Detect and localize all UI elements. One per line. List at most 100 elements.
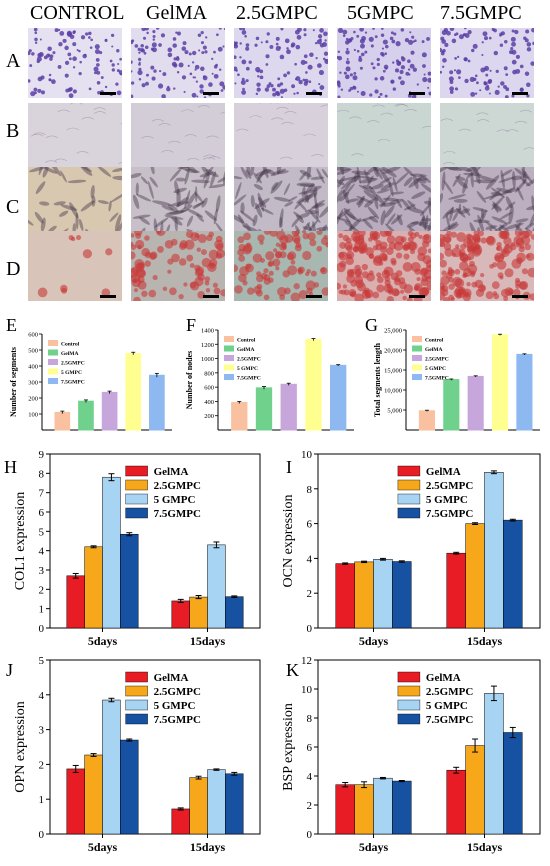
chart-bsp: 0 2 4 6 8 10 12 BSP expression 5days 15days GelMA 2… [282,655,541,854]
y-tick-label: 2 [307,800,313,812]
y-tick-label: 500 [28,348,38,355]
legend-swatch [125,493,148,505]
legend-label: 2.5GMPC [426,480,473,492]
y-tick-label: 9 [39,449,45,461]
legend-swatch [397,713,421,725]
y-tick-label: 400 [204,399,214,406]
legend-swatch [125,465,148,477]
bar [503,519,523,629]
legend-swatch [224,374,234,380]
legend-label: GelMA [154,672,189,684]
micrograph-b-3 [234,103,328,173]
bar [392,561,412,629]
bar [207,544,226,629]
legend-label: 7.5GMPC [426,508,473,520]
legend-swatch [224,345,234,352]
y-axis-label: BSP expression [282,703,296,791]
legend-label: 5 GMPC [426,494,468,506]
bar [225,596,244,629]
legend-swatch [48,349,58,356]
micrograph-a-5 [440,28,534,98]
x-tick-label: 5days [88,840,118,854]
bar [354,561,374,629]
x-tick-label: 15days [190,840,226,854]
legend-swatch [412,374,422,380]
bar [189,777,208,835]
y-tick-label: 10 [301,449,313,461]
bar [66,768,85,835]
x-tick-label: 5days [88,634,118,648]
bar [330,364,347,431]
micrograph-a-2 [131,28,225,98]
y-tick-label: 4 [39,546,45,558]
legend-label: 7.5GMPC [154,714,201,726]
micrograph-a-1 [28,28,122,98]
y-tick-label: 25,000 [384,328,402,335]
micrograph-d-5 [440,231,534,301]
y-tick-label: 3 [39,725,45,737]
y-axis-label: OPN expression [13,701,28,792]
bar [373,777,393,835]
legend-label: Control [61,342,80,348]
x-tick-label: 15days [467,634,503,648]
bar [78,400,94,431]
y-tick-label: 1000 [201,356,214,363]
scale-bar [409,295,425,298]
legend-label: 2.5GMPC [237,357,261,363]
y-axis-label: Total segments length [373,342,382,416]
y-tick-label: 0 [39,623,45,635]
micrograph-b-5 [440,103,534,173]
legend-swatch [397,671,421,683]
y-tick-label: 2 [39,584,45,596]
legend-swatch [125,479,148,491]
legend-label: 7.5GMPC [237,376,261,382]
y-tick-label: 8 [39,468,45,480]
bar [189,596,208,629]
bar [465,745,485,835]
y-tick-label: 15,000 [384,368,402,375]
bar [305,339,322,431]
legend-swatch [48,368,58,375]
y-tick-label: 7 [39,488,45,500]
y-tick-label: 6 [307,519,313,531]
legend-swatch [224,336,234,342]
row-label-b: B [6,120,20,142]
chart-opn: 0 1 2 3 4 5 OPN expression 5days 15days GelMA 2.5G… [13,655,261,854]
legend-swatch [397,465,421,477]
y-tick-label: 5,000 [387,408,402,415]
x-tick-label: 15days [190,634,226,648]
y-tick-label: 300 [28,380,38,387]
bar [171,600,190,629]
legend-label: 5 GMPC [61,370,82,376]
legend-label: GelMA [426,466,461,478]
y-tick-label: 100 [28,412,38,419]
y-tick-label: 600 [28,332,38,339]
bar [125,353,142,431]
bar [467,375,484,431]
col-header-gelma: GelMA [146,2,208,24]
bar [503,732,523,835]
legend-swatch [397,699,421,711]
y-tick-label: 8 [307,484,313,496]
y-tick-label: 6 [39,507,45,519]
scale-bar [203,92,219,95]
y-tick-label: 200 [28,396,38,403]
bar [443,379,460,431]
legend-swatch [125,713,148,725]
legend-label: GelMA [61,351,78,357]
bar [446,769,466,835]
col-header-7-5gmpc: 7.5GMPC [440,2,522,24]
bar [335,563,355,629]
bar [84,546,103,629]
bar [484,472,504,629]
y-tick-label: 8 [307,713,313,725]
bar [102,476,121,629]
legend-label: GelMA [237,347,254,353]
micrograph-c-2 [131,167,225,237]
y-tick-label: 200 [204,413,214,420]
chart-nodes: 200 400 600 800 1000 1200 1400 Number of nodes C… [185,328,354,431]
chart-segments: 100 200 300 400 500 600 Number of segments Cont… [9,332,172,431]
y-tick-label: 4 [307,771,313,783]
y-tick-label: 3 [39,565,45,577]
